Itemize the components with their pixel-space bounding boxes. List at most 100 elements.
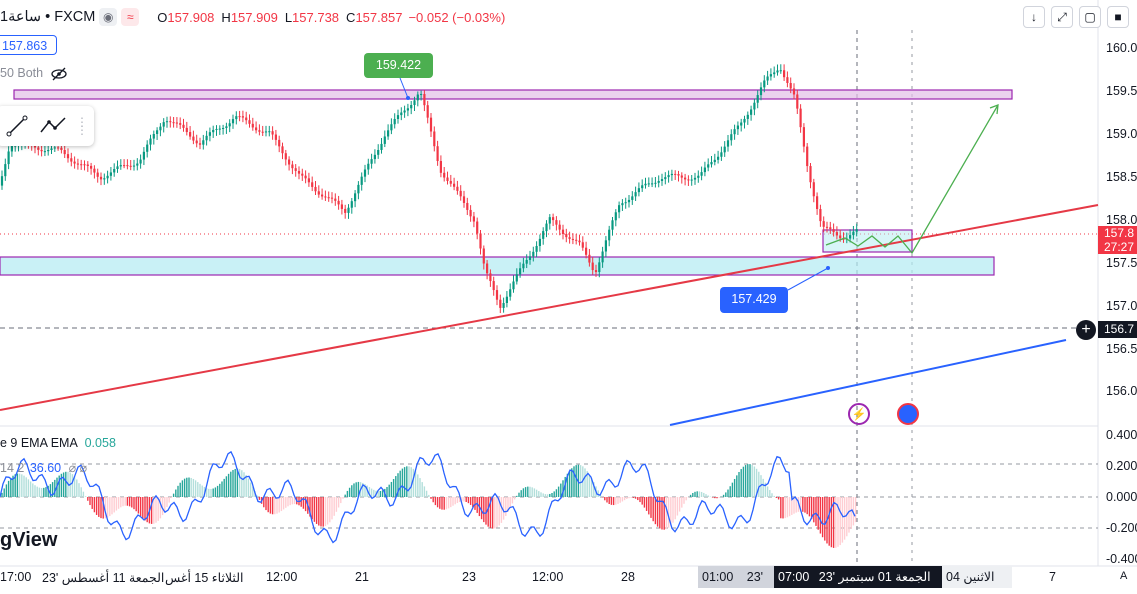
candle-body — [713, 159, 716, 163]
candle-body — [575, 239, 578, 241]
candle-body — [96, 172, 99, 177]
candle-body — [284, 153, 287, 160]
candle-body — [855, 229, 858, 232]
candle-body — [103, 178, 106, 180]
time-axis[interactable]: 17:00 الجمعة 11 أغسطس '23 الثلاثاء 15 أغ… — [0, 566, 1100, 588]
low-label: L — [284, 9, 293, 25]
candle-body — [146, 144, 149, 152]
candle-body — [482, 248, 485, 264]
candle-body — [380, 143, 383, 150]
more-icon[interactable]: ■ — [1107, 6, 1129, 28]
candle-body — [373, 154, 376, 160]
candle-body — [651, 183, 654, 185]
price-callout-bottom[interactable]: 157.429 — [720, 287, 788, 313]
candle-body — [674, 173, 677, 175]
candle-body — [568, 237, 571, 239]
callout-pointer-top — [399, 77, 409, 99]
approx-icon[interactable]: ≈ — [121, 8, 140, 26]
projection-arrow-head — [989, 104, 999, 115]
candle-body — [558, 224, 561, 230]
candle-body — [693, 177, 697, 180]
candle-body — [324, 196, 327, 198]
expand-icon[interactable]: ⤢ — [1051, 6, 1073, 28]
candle-body — [743, 118, 746, 123]
crosshair-date: الجمعة 01 سبتمبر '23 — [818, 570, 931, 584]
screenshot-icon[interactable]: ▢ — [1079, 6, 1101, 28]
candle-body — [730, 134, 733, 141]
candle-body — [835, 232, 838, 236]
osc-tick: -0.400 — [1106, 552, 1137, 566]
tradingview-watermark: gView — [0, 529, 58, 551]
candle-body — [363, 169, 367, 177]
candle-body — [489, 273, 492, 282]
lightning-event-icon[interactable]: ⚡ — [848, 403, 870, 425]
price-callout-top[interactable]: 159.422 — [364, 53, 433, 78]
candle-body — [37, 147, 40, 150]
candle-body — [106, 175, 109, 179]
time-range-end-label: الاثنين 04 — [942, 566, 1012, 588]
candle-body — [165, 121, 169, 123]
candle-body — [350, 201, 353, 208]
candle-body — [212, 129, 215, 133]
candle-body — [773, 72, 776, 75]
candle-body — [627, 199, 631, 203]
candle-body — [700, 172, 703, 176]
high-label: H — [221, 9, 231, 25]
osc-legend-2-value: 36.60 — [29, 461, 62, 475]
osc-legend-1-value: 0.058 — [84, 436, 116, 450]
candle-body — [278, 139, 281, 147]
candle-body — [198, 143, 202, 145]
candle-body — [449, 180, 452, 184]
add-alert-icon[interactable]: + — [1076, 320, 1096, 340]
candle-body — [769, 74, 772, 77]
candle-body — [565, 234, 568, 238]
candle-body — [776, 70, 779, 73]
time-tick: 17:00 — [0, 570, 32, 584]
osc-tick: 0.200 — [1106, 459, 1137, 473]
candle-body — [7, 151, 10, 165]
arrow-down-icon[interactable]: ↓ — [1023, 6, 1045, 28]
chart-top-controls: ↓ ⤢ ▢ ■ — [1023, 6, 1129, 28]
path-tool[interactable] — [38, 111, 68, 141]
candle-body — [139, 159, 142, 164]
ma-legend: 50 Both — [0, 66, 67, 81]
candle-body — [410, 105, 413, 109]
candle-body — [294, 168, 297, 171]
osc-legend-1-name: e 9 EMA EMA — [0, 436, 78, 450]
trend-line-tool[interactable] — [2, 111, 32, 141]
candle-body — [436, 146, 439, 162]
candle-body — [281, 146, 284, 154]
candle-body — [73, 161, 76, 164]
candle-body — [446, 177, 449, 181]
eye-icon[interactable]: ◉ — [99, 8, 118, 26]
hide-icon[interactable] — [50, 67, 67, 81]
candle-body — [680, 175, 683, 178]
candle-body — [179, 123, 182, 125]
hide-icon[interactable]: ⌀ ⌀ — [68, 461, 88, 475]
candle-body — [677, 174, 680, 176]
candle-body — [852, 231, 855, 236]
candle-body — [314, 186, 317, 192]
candle-body — [76, 163, 79, 165]
auto-scale-button[interactable]: A — [1120, 570, 1128, 582]
candle-body — [512, 281, 515, 290]
candle-body — [416, 94, 419, 101]
candle-body — [47, 149, 50, 152]
economic-event-icon[interactable] — [897, 403, 919, 425]
candle-body — [162, 122, 165, 127]
candle-body — [736, 125, 739, 130]
candle-body — [707, 164, 710, 168]
candle-body — [261, 131, 264, 133]
candle-body — [796, 94, 799, 109]
candle-body — [647, 183, 650, 185]
candle-body — [641, 185, 644, 189]
symbol-name[interactable]: ساعة1 • FXCM — [0, 9, 96, 25]
toolbar-drag-handle[interactable]: ⋮ ⋮ — [76, 115, 88, 137]
candle-body — [274, 134, 277, 140]
candle-body — [383, 136, 386, 144]
price-tick: 157.0 — [1106, 299, 1137, 313]
candle-body — [552, 217, 555, 221]
open-value: 157.908 — [167, 9, 215, 25]
close-value: 157.857 — [355, 9, 403, 25]
